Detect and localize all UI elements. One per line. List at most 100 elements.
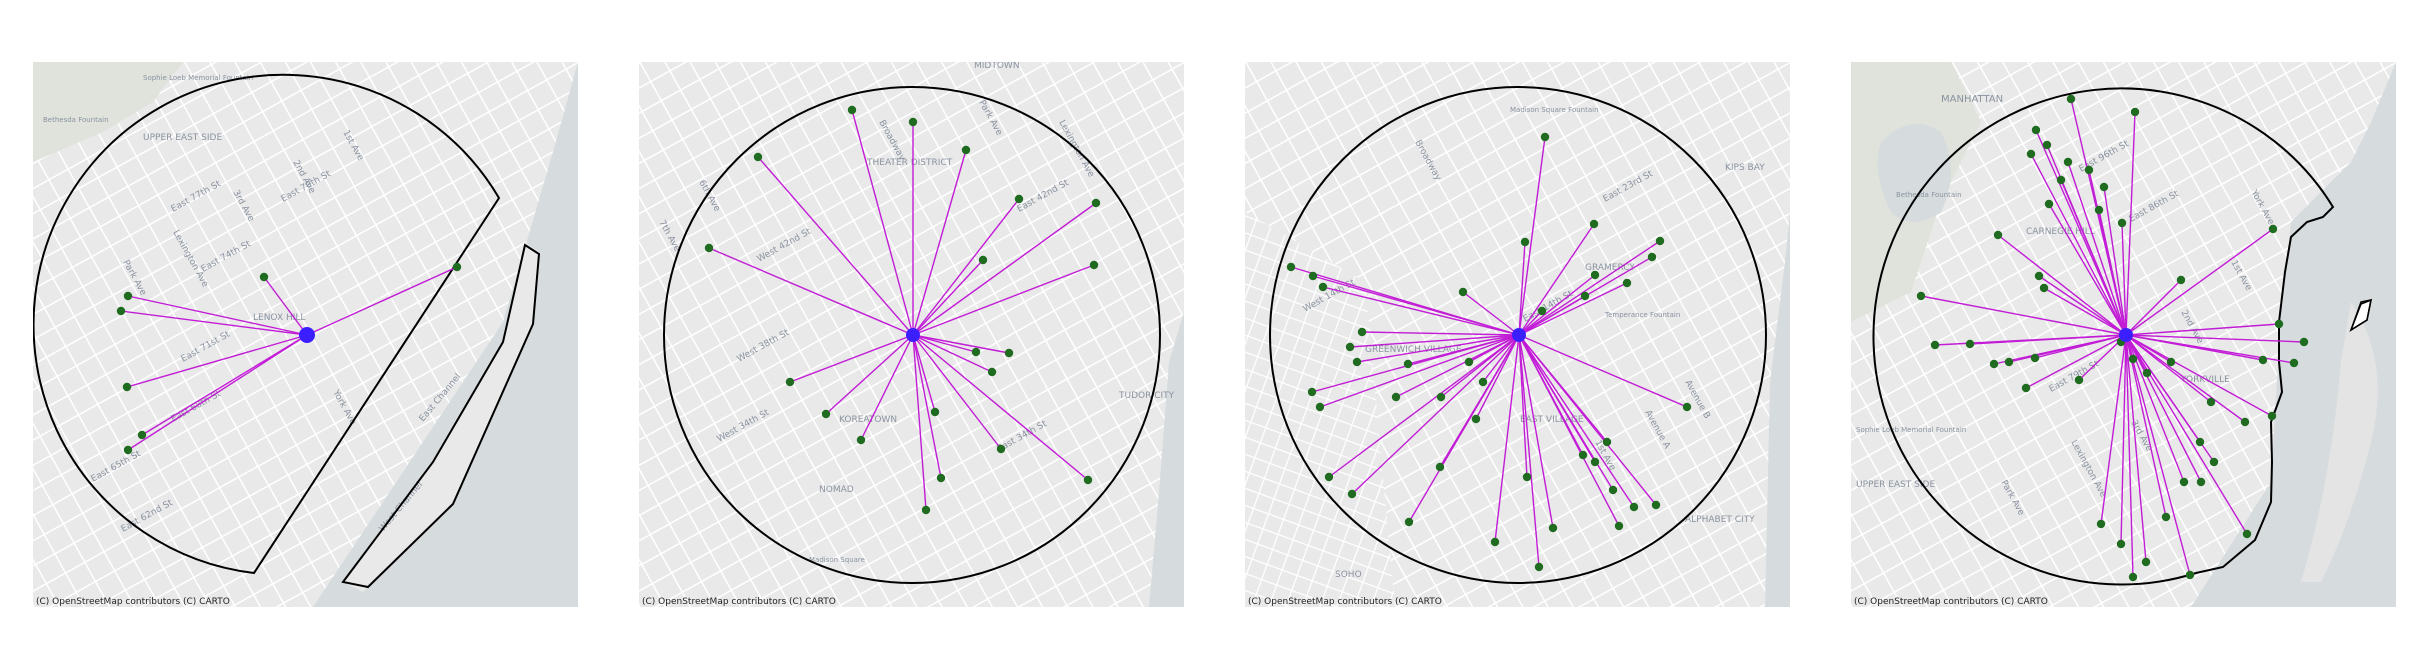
station-marker[interactable] xyxy=(1655,236,1665,246)
station-marker[interactable] xyxy=(1315,402,1325,412)
map-canvas-3[interactable]: Madison Square Fountain KIPS BAY GRAMERC… xyxy=(1245,62,1790,607)
station-marker[interactable] xyxy=(2074,375,2084,385)
station-marker[interactable] xyxy=(1345,342,1355,352)
station-marker[interactable] xyxy=(1578,450,1588,460)
station-marker[interactable] xyxy=(785,377,795,387)
station-marker[interactable] xyxy=(2128,572,2138,582)
station-marker[interactable] xyxy=(2209,457,2219,467)
station-marker[interactable] xyxy=(1004,348,1014,358)
station-marker[interactable] xyxy=(2130,107,2140,117)
station-marker[interactable] xyxy=(1537,306,1547,316)
station-marker[interactable] xyxy=(2196,477,2206,487)
station-marker[interactable] xyxy=(2289,358,2299,368)
station-marker[interactable] xyxy=(1590,457,1600,467)
station-marker[interactable] xyxy=(1286,262,1296,272)
station-marker[interactable] xyxy=(704,243,714,253)
station-marker[interactable] xyxy=(1580,291,1590,301)
station-marker[interactable] xyxy=(971,347,981,357)
map-canvas-4[interactable]: MANHATTAN Bethesda Fountain CARNEGIE HIL… xyxy=(1851,62,2396,607)
station-marker[interactable] xyxy=(1083,475,1093,485)
station-marker[interactable] xyxy=(847,105,857,115)
station-marker[interactable] xyxy=(2185,570,2195,580)
station-marker[interactable] xyxy=(2267,411,2277,421)
station-marker[interactable] xyxy=(1478,377,1488,387)
station-marker[interactable] xyxy=(1391,392,1401,402)
station-marker[interactable] xyxy=(2274,319,2284,329)
station-marker[interactable] xyxy=(1916,291,1926,301)
map-panel-3[interactable]: Madison Square Fountain KIPS BAY GRAMERC… xyxy=(1245,62,1790,607)
station-marker[interactable] xyxy=(1089,260,1099,270)
station-marker[interactable] xyxy=(936,473,946,483)
station-marker[interactable] xyxy=(2021,383,2031,393)
station-marker[interactable] xyxy=(2242,529,2252,539)
station-marker[interactable] xyxy=(1014,194,1024,204)
station-marker[interactable] xyxy=(2004,357,2014,367)
station-marker[interactable] xyxy=(2299,337,2309,347)
station-marker[interactable] xyxy=(2031,125,2041,135)
station-marker[interactable] xyxy=(2166,357,2176,367)
station-marker[interactable] xyxy=(2268,224,2278,234)
station-marker[interactable] xyxy=(1436,392,1446,402)
station-marker[interactable] xyxy=(1540,132,1550,142)
station-marker[interactable] xyxy=(2141,557,2151,567)
map-panel-1[interactable]: Sophie Loeb Memorial Fountain Bethesda F… xyxy=(33,62,578,607)
map-canvas-1[interactable]: Sophie Loeb Memorial Fountain Bethesda F… xyxy=(33,62,578,607)
station-marker[interactable] xyxy=(2030,353,2040,363)
station-marker[interactable] xyxy=(1614,521,1624,531)
station-marker[interactable] xyxy=(908,117,918,127)
station-marker[interactable] xyxy=(1647,252,1657,262)
station-marker[interactable] xyxy=(1307,387,1317,397)
station-marker[interactable] xyxy=(1091,198,1101,208)
station-marker[interactable] xyxy=(1318,282,1328,292)
station-marker[interactable] xyxy=(2240,417,2250,427)
station-marker[interactable] xyxy=(1458,287,1468,297)
station-marker[interactable] xyxy=(1930,340,1940,350)
station-marker[interactable] xyxy=(2056,175,2066,185)
station-marker[interactable] xyxy=(2044,199,2054,209)
station-marker[interactable] xyxy=(259,272,269,282)
station-marker[interactable] xyxy=(1404,517,1414,527)
station-marker[interactable] xyxy=(753,152,763,162)
station-marker[interactable] xyxy=(930,407,940,417)
hub-marker[interactable] xyxy=(299,327,315,343)
station-marker[interactable] xyxy=(2094,205,2104,215)
station-marker[interactable] xyxy=(2117,218,2127,228)
station-marker[interactable] xyxy=(2034,271,2044,281)
station-marker[interactable] xyxy=(2161,512,2171,522)
station-marker[interactable] xyxy=(996,444,1006,454)
station-marker[interactable] xyxy=(1522,472,1532,482)
station-marker[interactable] xyxy=(2026,149,2036,159)
station-marker[interactable] xyxy=(1308,271,1318,281)
map-canvas-2[interactable]: MIDTOWN THEATER DISTRICT KOREATOWN NOMAD… xyxy=(639,62,1184,607)
station-marker[interactable] xyxy=(2066,94,2076,104)
station-marker[interactable] xyxy=(1622,278,1632,288)
station-marker[interactable] xyxy=(452,262,462,272)
station-marker[interactable] xyxy=(2128,354,2138,364)
station-marker[interactable] xyxy=(821,409,831,419)
station-marker[interactable] xyxy=(987,367,997,377)
station-marker[interactable] xyxy=(1357,327,1367,337)
station-marker[interactable] xyxy=(116,306,126,316)
map-panel-2[interactable]: MIDTOWN THEATER DISTRICT KOREATOWN NOMAD… xyxy=(639,62,1184,607)
station-marker[interactable] xyxy=(2039,283,2049,293)
station-marker[interactable] xyxy=(1347,489,1357,499)
hub-marker[interactable] xyxy=(906,328,920,342)
station-marker[interactable] xyxy=(1589,219,1599,229)
station-marker[interactable] xyxy=(1403,359,1413,369)
station-marker[interactable] xyxy=(2179,477,2189,487)
station-marker[interactable] xyxy=(2063,157,2073,167)
station-marker[interactable] xyxy=(978,255,988,265)
station-marker[interactable] xyxy=(1435,462,1445,472)
station-marker[interactable] xyxy=(2099,182,2109,192)
map-panel-4[interactable]: MANHATTAN Bethesda Fountain CARNEGIE HIL… xyxy=(1851,62,2396,607)
station-marker[interactable] xyxy=(137,430,147,440)
station-marker[interactable] xyxy=(1548,523,1558,533)
station-marker[interactable] xyxy=(2084,165,2094,175)
station-marker[interactable] xyxy=(1520,237,1530,247)
station-marker[interactable] xyxy=(1324,472,1334,482)
station-marker[interactable] xyxy=(1989,359,1999,369)
station-marker[interactable] xyxy=(1602,437,1612,447)
station-marker[interactable] xyxy=(2042,140,2052,150)
station-marker[interactable] xyxy=(2195,437,2205,447)
station-marker[interactable] xyxy=(1965,339,1975,349)
